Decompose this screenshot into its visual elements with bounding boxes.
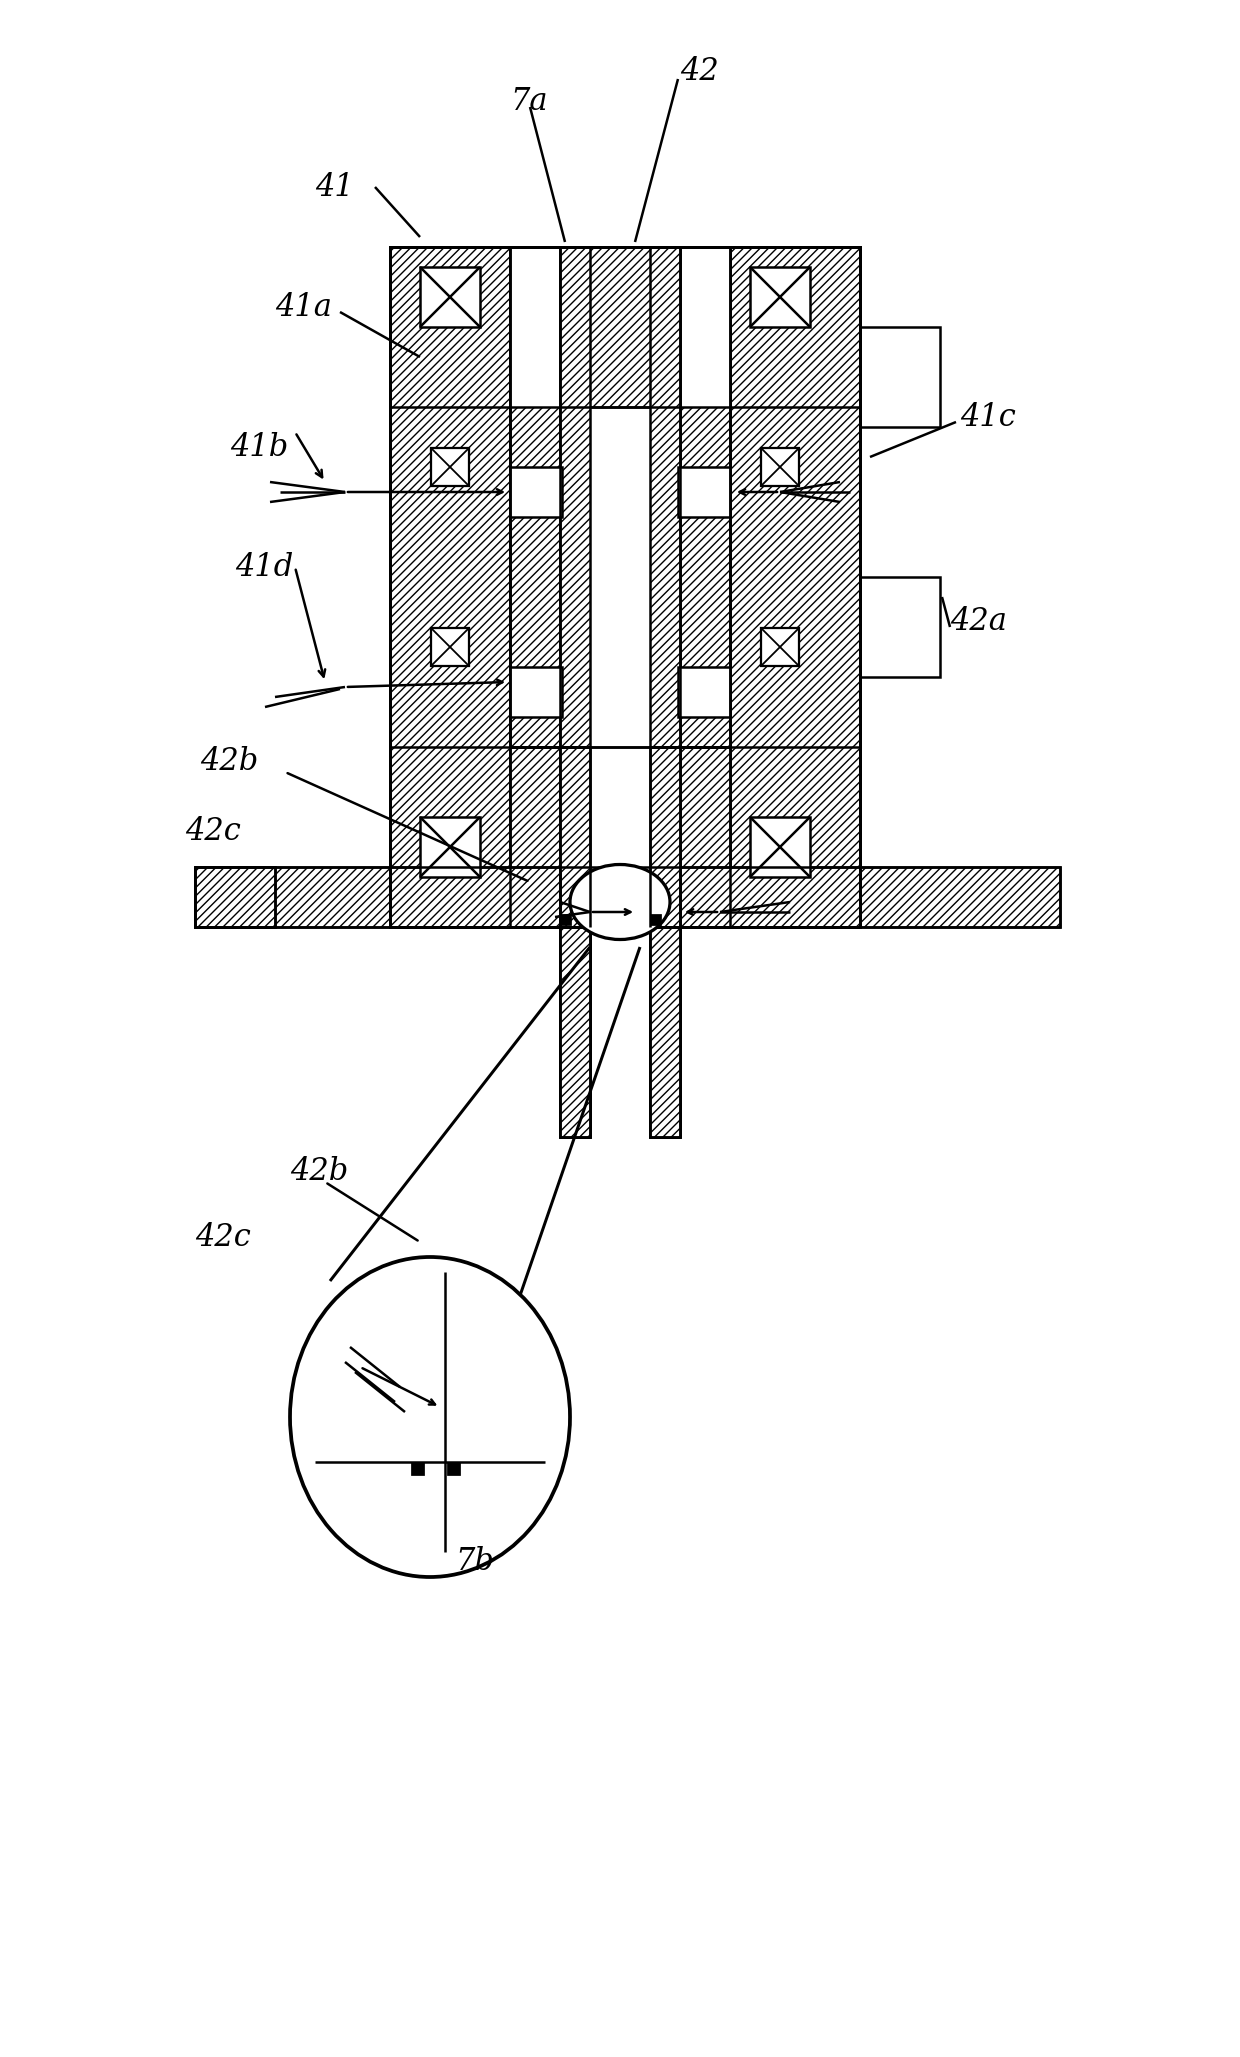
Bar	[510, 247, 560, 407]
Text: 42: 42	[680, 56, 719, 88]
Bar	[432, 448, 469, 485]
Bar	[560, 747, 590, 1138]
Bar	[650, 747, 680, 1138]
Text: 41: 41	[315, 171, 353, 202]
Bar	[560, 747, 680, 928]
Bar	[412, 1463, 424, 1475]
Bar	[560, 928, 590, 1138]
Bar	[420, 817, 480, 876]
Ellipse shape	[570, 864, 670, 940]
Text: 41a: 41a	[275, 292, 332, 323]
Bar	[510, 247, 560, 747]
Bar	[560, 747, 590, 1138]
Bar	[750, 817, 810, 876]
Bar	[650, 747, 680, 1138]
Bar	[861, 578, 940, 677]
Bar	[560, 237, 680, 1148]
Bar	[651, 915, 661, 924]
Bar	[750, 267, 810, 327]
Bar	[391, 247, 510, 928]
Text: 42b: 42b	[290, 1156, 348, 1187]
Bar	[650, 928, 680, 1138]
Bar	[680, 247, 730, 747]
Text: 41d: 41d	[236, 551, 293, 582]
Bar	[195, 866, 1060, 928]
Bar	[730, 247, 861, 928]
Bar	[510, 666, 562, 718]
Bar	[680, 247, 730, 747]
Bar	[432, 627, 469, 666]
Bar	[761, 448, 799, 485]
Bar	[560, 915, 570, 924]
Text: 41b: 41b	[229, 432, 288, 463]
Bar	[560, 247, 680, 747]
Bar	[560, 247, 590, 747]
Bar	[510, 247, 730, 407]
Bar	[680, 247, 730, 407]
Bar	[195, 866, 1060, 928]
Bar	[195, 866, 275, 928]
Bar	[420, 267, 480, 327]
Text: 7a: 7a	[510, 86, 548, 117]
Text: 42c: 42c	[185, 817, 241, 847]
Bar	[448, 1463, 460, 1475]
Bar	[678, 467, 730, 516]
Bar	[510, 747, 730, 928]
Bar	[560, 928, 590, 1138]
Text: 7b: 7b	[455, 1547, 494, 1578]
Bar	[761, 627, 799, 666]
Bar	[391, 247, 861, 928]
Bar	[678, 666, 730, 718]
Bar	[650, 928, 680, 1138]
Text: 41c: 41c	[960, 401, 1016, 432]
Text: 42c: 42c	[195, 1222, 250, 1253]
Text: 42a: 42a	[950, 607, 1007, 638]
Bar	[861, 327, 940, 428]
Bar	[510, 247, 560, 747]
Bar	[650, 247, 680, 747]
Ellipse shape	[290, 1257, 570, 1578]
Bar	[560, 247, 680, 407]
Bar	[195, 866, 275, 928]
Bar	[510, 467, 562, 516]
Text: 42b: 42b	[200, 747, 258, 778]
Bar	[510, 247, 730, 407]
